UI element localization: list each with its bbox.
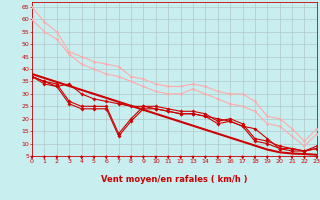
X-axis label: Vent moyen/en rafales ( km/h ): Vent moyen/en rafales ( km/h ) [101, 175, 248, 184]
